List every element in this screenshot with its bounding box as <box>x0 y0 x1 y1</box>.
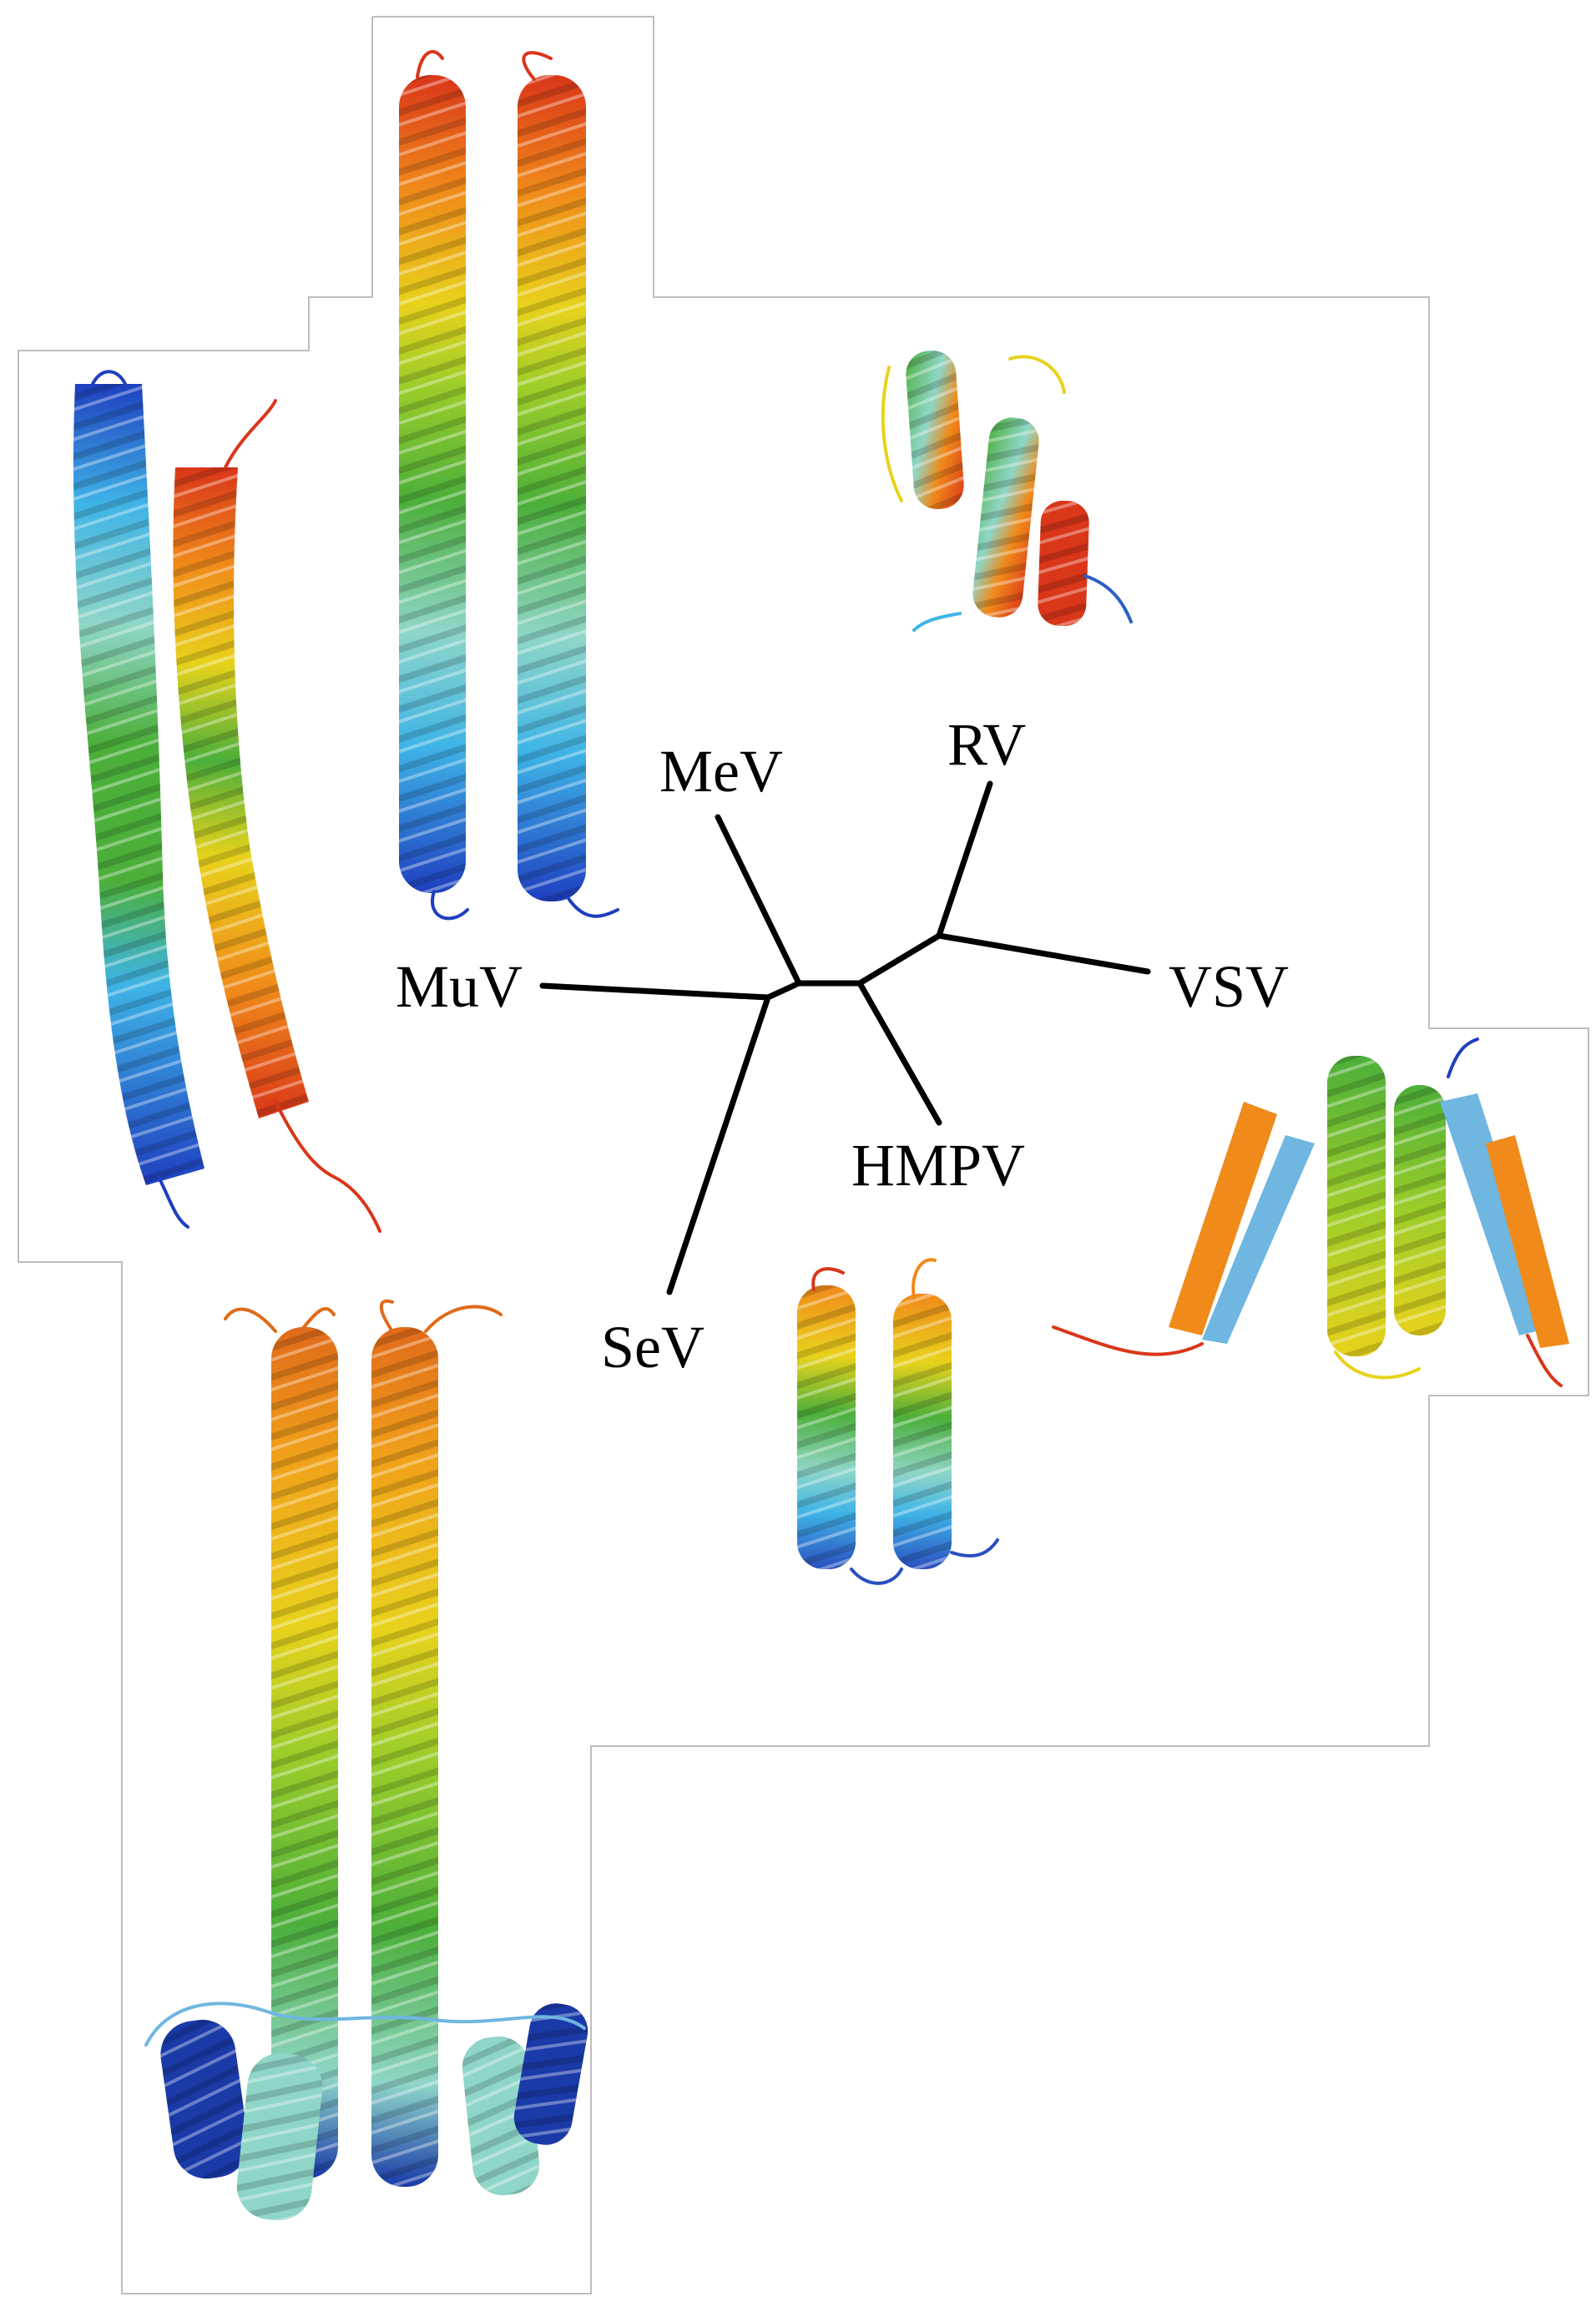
branch-hmpv <box>856 980 942 1126</box>
sev-structure <box>144 1299 588 2221</box>
hmpv-structure <box>797 1258 999 1585</box>
muv-structure <box>73 370 381 1233</box>
branch-internal-a <box>765 980 802 1001</box>
branch-mev <box>715 814 802 987</box>
label-mev: MeV <box>659 738 783 805</box>
label-sev: SeV <box>601 1314 705 1381</box>
branch-rv <box>936 780 993 939</box>
branch-vsv <box>936 932 1151 975</box>
branch-muv <box>539 982 771 1001</box>
label-vsv: VSV <box>1169 953 1289 1020</box>
phylogenetic-tree: MeV RV MuV VSV HMPV SeV <box>396 711 1289 1381</box>
mev-structure <box>399 49 619 921</box>
branch-internal-c <box>856 932 942 987</box>
panel-outlines <box>18 16 1589 2294</box>
label-rv: RV <box>947 711 1026 778</box>
label-muv: MuV <box>396 953 523 1020</box>
branch-sev <box>666 994 771 1295</box>
rv-structure <box>881 351 1133 632</box>
vsv-structure <box>1052 1037 1569 1387</box>
label-hmpv: HMPV <box>851 1132 1025 1199</box>
